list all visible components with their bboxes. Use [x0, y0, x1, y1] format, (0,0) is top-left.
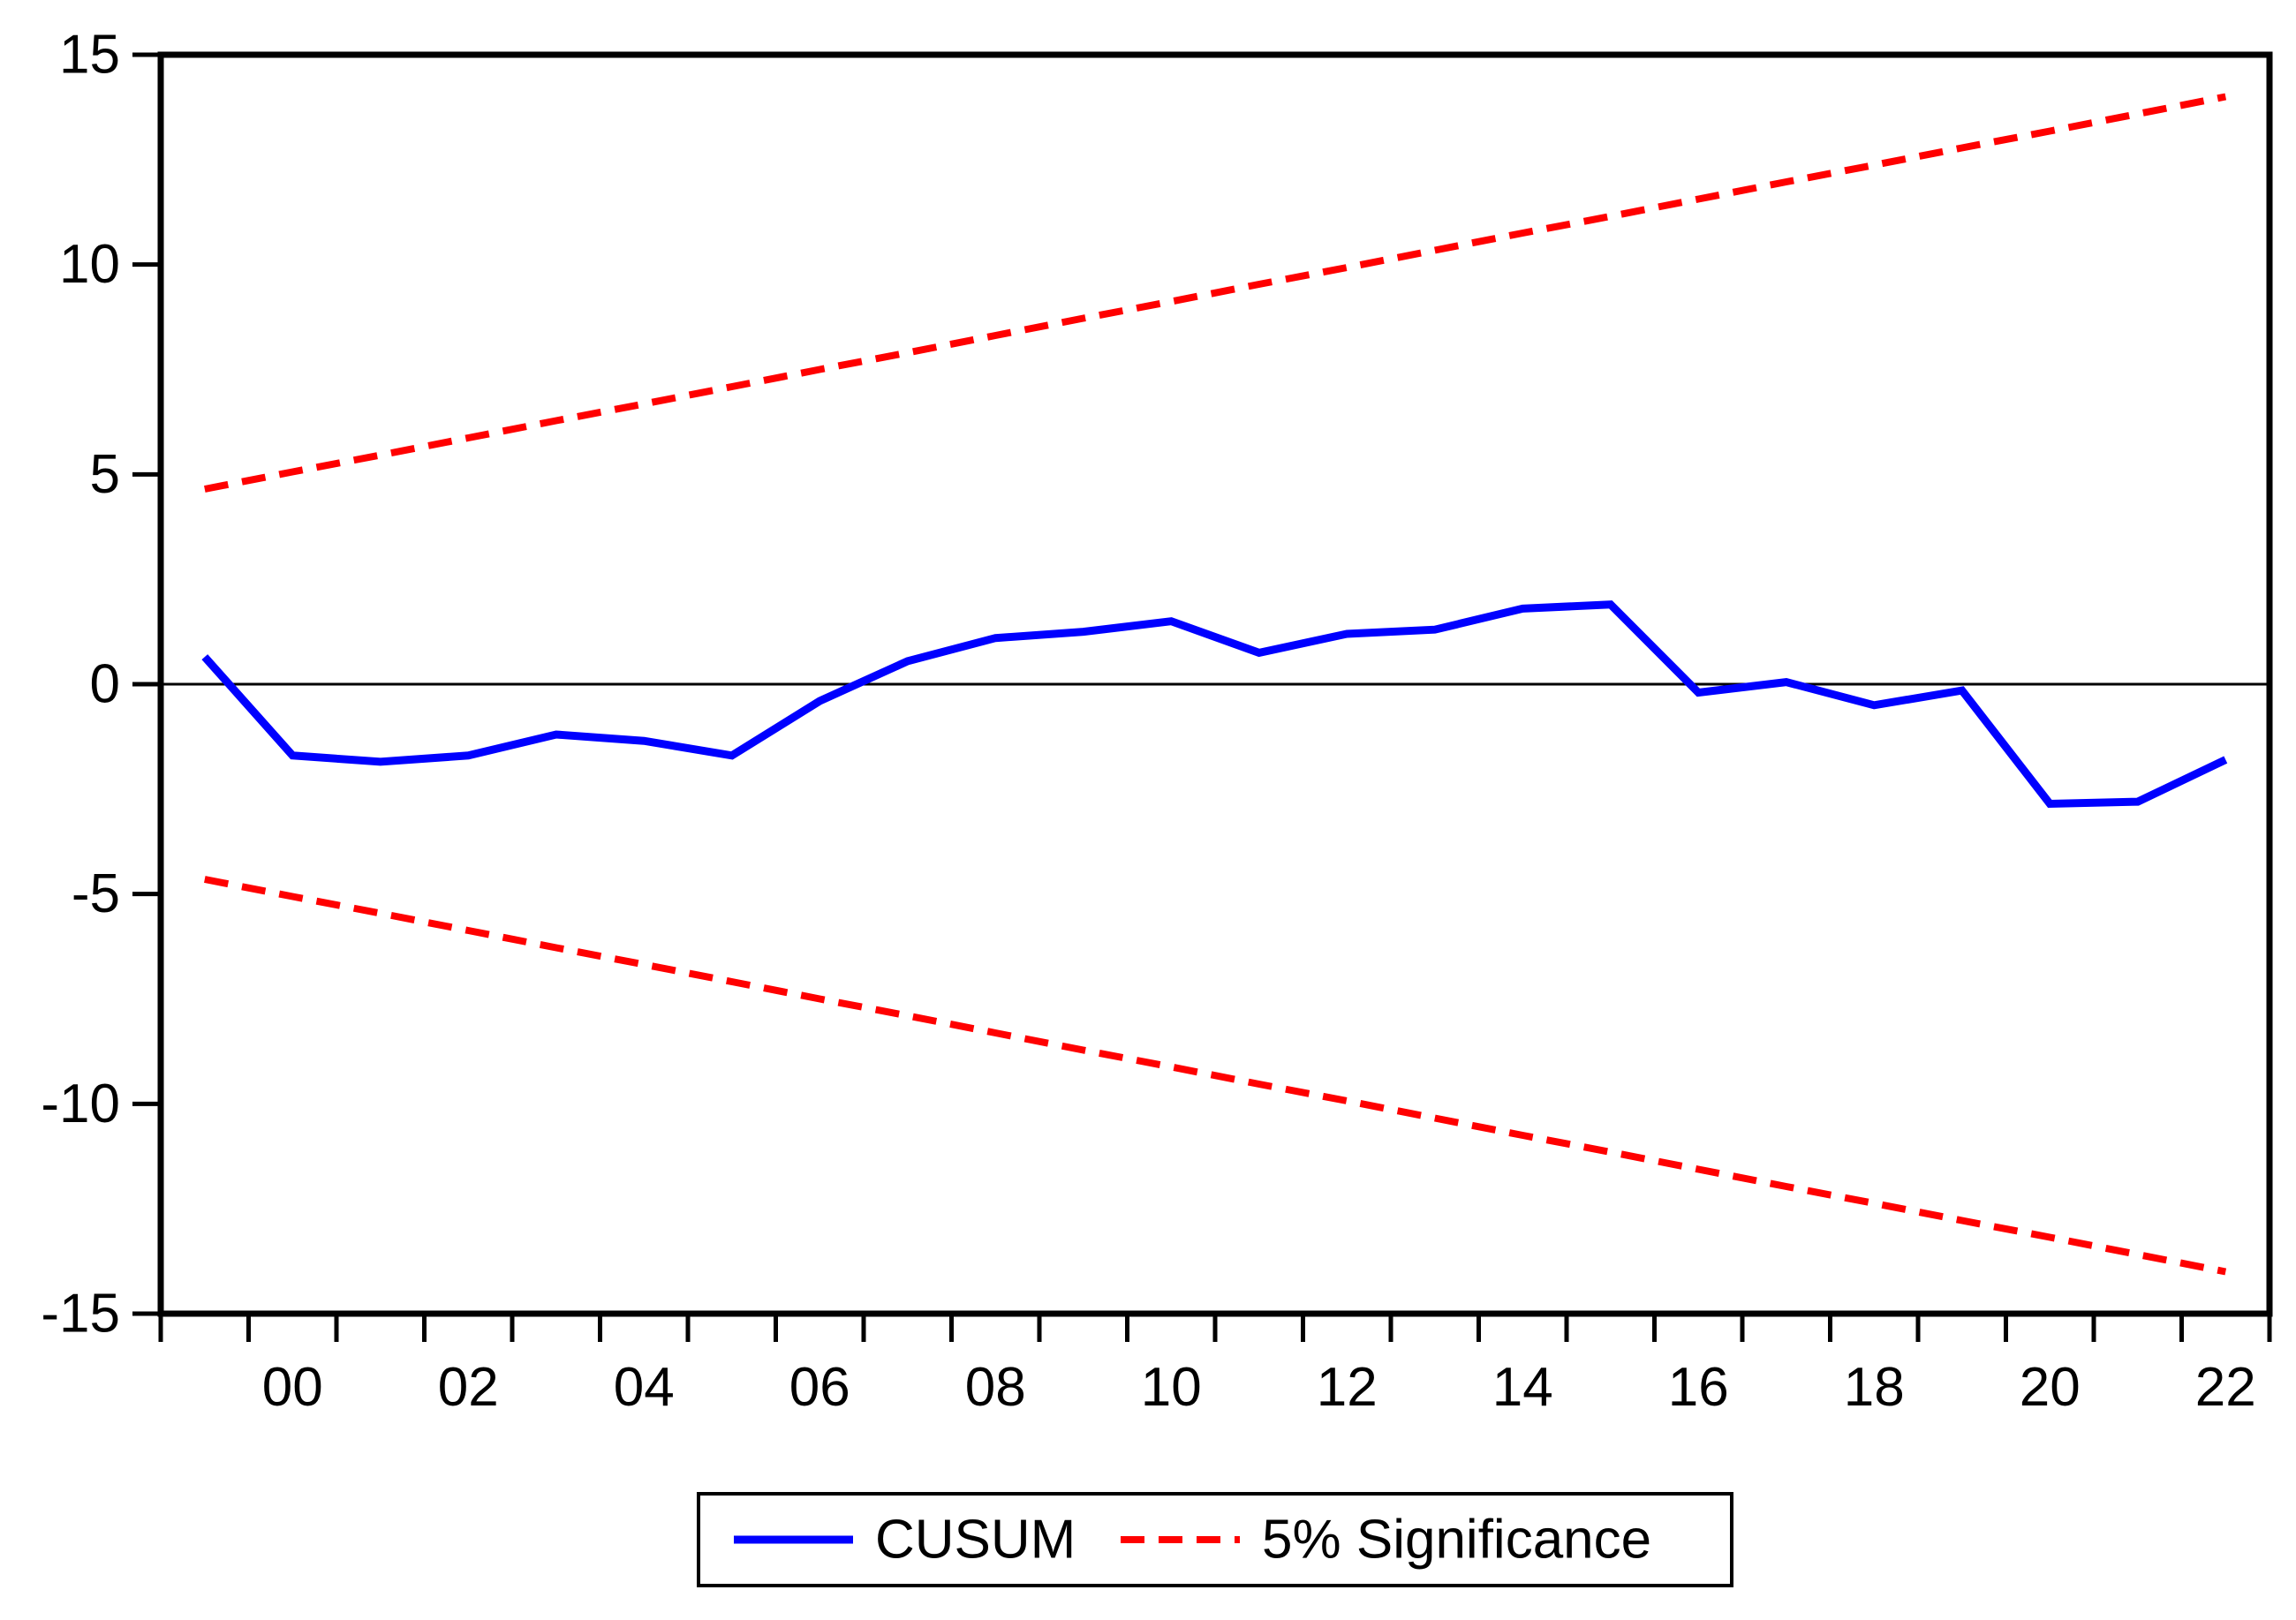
legend-label-significance: 5% Significance [1262, 1510, 1651, 1571]
legend-label-cusum: CUSUM [875, 1510, 1076, 1571]
series-line-5-significance-lower- [204, 876, 2227, 1276]
y-axis-tick-label: 10 [59, 234, 120, 295]
x-axis-tick-label: 14 [1492, 1357, 1553, 1418]
x-axis-tick-label: 02 [438, 1357, 499, 1418]
x-axis-tick-label: 00 [262, 1357, 323, 1418]
x-axis-tick-label: 12 [1317, 1357, 1378, 1418]
x-axis-tick-label: 04 [614, 1357, 675, 1418]
y-axis-tick-label: 5 [90, 444, 120, 505]
x-axis-tick-label: 16 [1668, 1357, 1729, 1418]
y-axis-tick-label: 0 [90, 654, 120, 715]
series-line-cusum [201, 600, 2228, 809]
y-axis-tick-label: -15 [41, 1284, 120, 1345]
x-axis-tick-label: 06 [789, 1357, 850, 1418]
y-axis-tick-label: 15 [59, 25, 120, 86]
x-axis-tick-label: 10 [1141, 1357, 1202, 1418]
x-axis-tick-label: 22 [2195, 1357, 2256, 1418]
x-axis-tick-label: 08 [965, 1357, 1026, 1418]
y-axis-tick-label: -5 [72, 863, 120, 924]
x-axis-tick-label: 18 [1844, 1357, 1905, 1418]
y-axis-tick-label: -10 [41, 1074, 120, 1134]
series-line-5-significance-upper- [204, 93, 2227, 493]
x-axis-tick-label: 20 [2020, 1357, 2081, 1418]
